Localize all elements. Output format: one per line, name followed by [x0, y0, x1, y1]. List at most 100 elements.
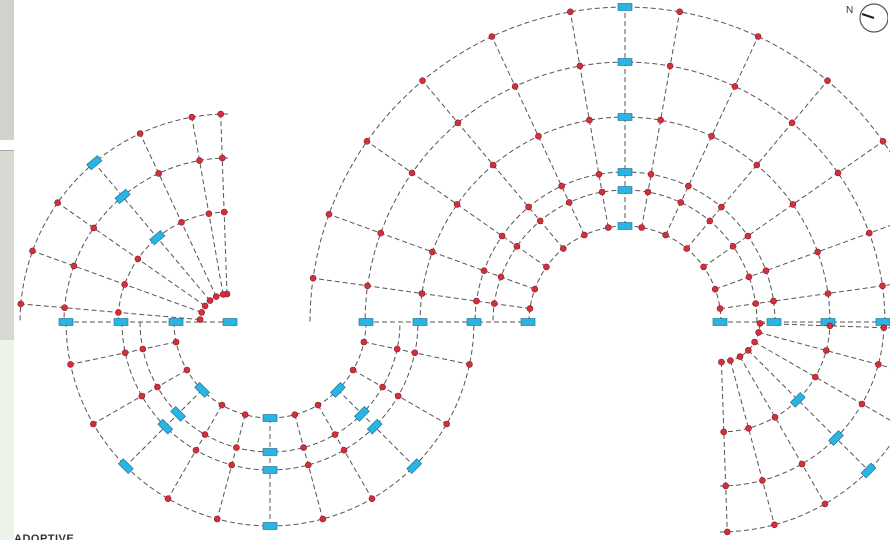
footer-label: ADOPTIVE	[14, 534, 75, 540]
support-marker	[117, 458, 134, 475]
node-marker	[566, 8, 574, 16]
node-marker	[314, 401, 322, 409]
node-marker	[139, 345, 147, 353]
support-marker	[412, 318, 428, 326]
node-marker	[865, 229, 873, 237]
support-marker	[617, 186, 633, 194]
left-image-strip	[0, 0, 14, 540]
node-marker	[880, 324, 888, 332]
node-marker	[755, 329, 762, 336]
node-marker	[723, 528, 731, 536]
node-marker	[61, 304, 68, 312]
node-marker	[300, 444, 307, 451]
node-markers	[17, 8, 888, 536]
grid-spoke	[216, 414, 246, 520]
node-marker	[473, 297, 480, 305]
node-marker	[752, 300, 760, 307]
node-marker	[220, 208, 228, 216]
node-marker	[309, 274, 317, 282]
support-marker	[330, 382, 346, 398]
grid-spoke	[720, 361, 728, 532]
node-marker	[718, 358, 725, 366]
grid-spoke	[139, 133, 217, 297]
support-marker	[262, 466, 278, 474]
node-marker	[349, 366, 357, 374]
node-marker	[219, 291, 227, 298]
node-marker	[657, 116, 664, 124]
grid-lines	[19, 6, 890, 533]
node-marker	[17, 300, 25, 308]
grid-spoke	[32, 250, 202, 313]
node-marker	[340, 446, 348, 454]
node-marker	[814, 248, 821, 256]
grid-spoke	[57, 202, 206, 307]
grid-spoke	[739, 356, 826, 505]
node-marker	[121, 349, 129, 357]
node-marker	[598, 188, 606, 196]
node-marker	[154, 383, 161, 391]
node-marker	[729, 243, 737, 250]
node-marker	[319, 515, 327, 523]
node-marker	[121, 281, 128, 288]
node-marker	[453, 201, 461, 208]
node-marker	[90, 420, 97, 428]
node-marker	[115, 309, 122, 316]
node-marker	[753, 161, 761, 169]
support-marker	[789, 391, 806, 408]
node-marker	[408, 169, 416, 177]
north-label: N	[846, 5, 854, 16]
support-marker	[406, 458, 423, 475]
node-marker	[559, 245, 567, 252]
node-marker	[770, 297, 777, 305]
grid-spoke	[754, 341, 890, 421]
grid-spoke	[747, 349, 869, 471]
node-marker	[638, 224, 646, 231]
node-marker	[291, 411, 299, 419]
node-marker	[54, 199, 61, 206]
grid-spoke	[720, 284, 890, 310]
node-marker	[228, 461, 235, 469]
node-marker	[188, 113, 196, 121]
node-marker	[526, 305, 534, 312]
support-marker	[168, 318, 184, 326]
node-marker	[811, 373, 819, 381]
node-marker	[233, 444, 240, 451]
node-marker	[677, 199, 685, 206]
support-marker	[828, 430, 844, 446]
grid-spoke	[294, 414, 324, 520]
node-marker	[364, 282, 371, 290]
node-marker	[576, 62, 584, 70]
node-marker	[662, 231, 669, 239]
node-marker	[454, 119, 462, 127]
node-marker	[212, 293, 220, 300]
node-marker	[536, 217, 544, 225]
node-marker	[822, 347, 830, 354]
node-marker	[480, 267, 488, 275]
grid-spoke	[125, 389, 203, 467]
node-marker	[498, 232, 506, 240]
grid-spoke	[759, 322, 890, 329]
node-marker	[172, 338, 180, 346]
node-marker	[90, 224, 97, 232]
node-marker	[466, 361, 473, 368]
grid-spoke	[191, 117, 224, 295]
node-marker	[666, 62, 674, 70]
node-marker	[411, 349, 419, 357]
node-marker	[429, 248, 436, 256]
node-marker	[155, 170, 162, 177]
support-marker	[520, 318, 536, 326]
node-marker	[824, 77, 831, 84]
support-marker	[58, 318, 74, 326]
node-marker	[368, 495, 376, 503]
grid-spoke	[729, 360, 775, 525]
node-marker	[136, 130, 144, 137]
node-marker	[218, 401, 226, 409]
node-marker	[206, 297, 214, 304]
node-marker	[513, 243, 521, 250]
node-marker	[727, 357, 734, 364]
support-marker	[149, 230, 166, 246]
node-marker	[595, 171, 603, 178]
node-marker	[379, 383, 386, 391]
grid-spoke	[352, 369, 447, 425]
left-photo-fragment	[0, 0, 14, 140]
